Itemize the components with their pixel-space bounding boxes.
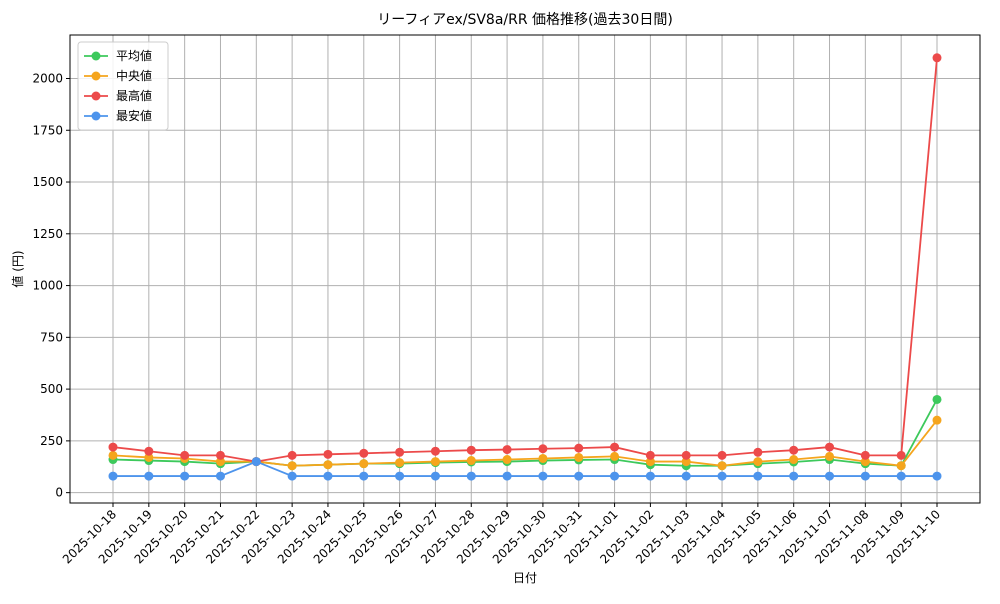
point <box>395 447 405 457</box>
point <box>251 457 261 467</box>
point <box>502 445 512 455</box>
legend-label: 中央値 <box>116 68 152 83</box>
point <box>681 457 691 467</box>
legend-label: 最高値 <box>116 88 152 103</box>
point <box>753 471 763 481</box>
point <box>108 471 118 481</box>
point <box>825 451 835 461</box>
point <box>717 450 727 460</box>
point <box>860 471 870 481</box>
legend-marker <box>91 51 101 61</box>
legend-marker <box>91 71 101 81</box>
point <box>896 461 906 471</box>
point <box>753 447 763 457</box>
point <box>323 471 333 481</box>
point <box>287 461 297 471</box>
line <box>112 419 938 467</box>
point <box>215 471 225 481</box>
legend-marker <box>91 91 101 101</box>
point <box>825 471 835 481</box>
point <box>215 457 225 467</box>
point <box>538 453 548 463</box>
point <box>681 471 691 481</box>
y-tick-label: 1500 <box>32 175 63 189</box>
point <box>144 471 154 481</box>
point <box>395 458 405 468</box>
point <box>144 452 154 462</box>
legend-box <box>77 41 169 131</box>
point <box>896 450 906 460</box>
chart-title: リーフィアex/SV8a/RR 価格推移(過去30日間) <box>377 12 673 28</box>
point <box>466 445 476 455</box>
point <box>932 471 942 481</box>
point <box>932 394 942 404</box>
plot-frame <box>69 34 981 504</box>
y-tick-label: 1750 <box>32 123 63 137</box>
point <box>538 444 548 454</box>
point <box>359 448 369 458</box>
point <box>753 457 763 467</box>
y-tick-label: 1000 <box>32 279 63 293</box>
point <box>645 457 655 467</box>
point <box>502 471 512 481</box>
point <box>789 445 799 455</box>
point <box>466 471 476 481</box>
point <box>574 443 584 453</box>
point <box>932 53 942 63</box>
point <box>430 457 440 467</box>
point <box>180 450 190 460</box>
legend-label: 最安値 <box>116 108 152 123</box>
point <box>215 450 225 460</box>
point <box>538 471 548 481</box>
y-tick-label: 2000 <box>32 71 63 85</box>
point <box>610 442 620 452</box>
point <box>610 471 620 481</box>
legend-label: 平均値 <box>116 48 152 63</box>
point <box>466 456 476 466</box>
point <box>645 471 655 481</box>
point <box>860 457 870 467</box>
point <box>717 471 727 481</box>
point <box>144 446 154 456</box>
y-tick-label: 750 <box>40 330 63 344</box>
point <box>359 471 369 481</box>
point <box>287 471 297 481</box>
point <box>860 450 870 460</box>
y-tick-label: 0 <box>55 486 63 500</box>
point <box>574 471 584 481</box>
point <box>681 450 691 460</box>
x-axis-label: 日付 <box>513 571 537 585</box>
point <box>717 461 727 471</box>
line <box>113 460 937 477</box>
point <box>502 455 512 465</box>
point <box>610 451 620 461</box>
y-tick-label: 1250 <box>32 227 63 241</box>
point <box>108 442 118 452</box>
point <box>430 446 440 456</box>
point <box>323 449 333 459</box>
point <box>645 450 655 460</box>
point <box>323 460 333 470</box>
point <box>108 450 118 460</box>
point <box>359 459 369 469</box>
point <box>180 471 190 481</box>
point <box>287 450 297 460</box>
y-tick-label: 250 <box>40 434 63 448</box>
point <box>825 442 835 452</box>
y-axis-label: 値 (円) <box>10 250 25 287</box>
y-tick-label: 500 <box>40 382 63 396</box>
point <box>395 471 405 481</box>
point <box>789 455 799 465</box>
line <box>112 57 938 463</box>
point <box>574 452 584 462</box>
legend-marker <box>91 111 101 121</box>
point <box>789 471 799 481</box>
point <box>430 471 440 481</box>
point <box>896 471 906 481</box>
point <box>932 415 942 425</box>
